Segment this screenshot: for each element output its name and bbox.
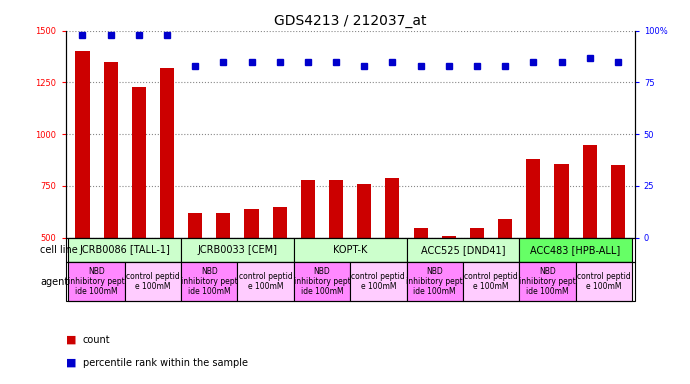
Text: JCRB0033 [CEM]: JCRB0033 [CEM] [197, 245, 277, 255]
Bar [294, 262, 351, 301]
Bar [406, 262, 463, 301]
Bar [132, 87, 146, 341]
Bar [386, 178, 400, 341]
Text: NBD
inhibitory pept
ide 100mM: NBD inhibitory pept ide 100mM [181, 266, 237, 296]
Text: control peptid
e 100mM: control peptid e 100mM [577, 272, 631, 291]
Bar [582, 145, 597, 341]
Bar [498, 219, 512, 341]
Bar [406, 238, 520, 262]
Bar [413, 228, 428, 341]
Text: NBD
inhibitory pept
ide 100mM: NBD inhibitory pept ide 100mM [406, 266, 463, 296]
Bar [188, 213, 202, 341]
Bar [463, 262, 520, 301]
Text: NBD
inhibitory pept
ide 100mM: NBD inhibitory pept ide 100mM [294, 266, 351, 296]
Bar [237, 262, 294, 301]
Bar [125, 262, 181, 301]
Text: control peptid
e 100mM: control peptid e 100mM [351, 272, 405, 291]
Bar [68, 262, 125, 301]
Bar [301, 180, 315, 341]
Bar [555, 164, 569, 341]
Bar [294, 238, 406, 262]
Text: control peptid
e 100mM: control peptid e 100mM [239, 272, 293, 291]
Text: control peptid
e 100mM: control peptid e 100mM [464, 272, 518, 291]
Bar [244, 209, 259, 341]
Text: NBD
inhibitory pept
ide 100mM: NBD inhibitory pept ide 100mM [68, 266, 125, 296]
Bar [181, 262, 237, 301]
Text: cell line: cell line [40, 245, 78, 255]
Title: GDS4213 / 212037_at: GDS4213 / 212037_at [274, 14, 426, 28]
Text: ACC483 [HPB-ALL]: ACC483 [HPB-ALL] [531, 245, 621, 255]
Bar [470, 228, 484, 341]
Bar [351, 262, 406, 301]
Bar [520, 262, 575, 301]
Text: agent: agent [40, 276, 68, 286]
Bar [217, 213, 230, 341]
Bar [526, 159, 540, 341]
Bar [104, 62, 118, 341]
Text: JCRB0086 [TALL-1]: JCRB0086 [TALL-1] [79, 245, 170, 255]
Bar [329, 180, 343, 341]
Text: KOPT-K: KOPT-K [333, 245, 367, 255]
Text: ACC525 [DND41]: ACC525 [DND41] [421, 245, 505, 255]
Text: ■: ■ [66, 335, 79, 345]
Bar [75, 51, 90, 341]
Bar [357, 184, 371, 341]
Bar [181, 238, 294, 262]
Text: count: count [83, 335, 110, 345]
Text: percentile rank within the sample: percentile rank within the sample [83, 358, 248, 368]
Bar [520, 238, 632, 262]
Text: ■: ■ [66, 358, 79, 368]
Text: control peptid
e 100mM: control peptid e 100mM [126, 272, 180, 291]
Bar [611, 165, 625, 341]
Text: NBD
inhibitory pept
ide 100mM: NBD inhibitory pept ide 100mM [519, 266, 576, 296]
Bar [575, 262, 632, 301]
Bar [160, 68, 174, 341]
Bar [273, 207, 287, 341]
Bar [68, 238, 181, 262]
Bar [442, 236, 456, 341]
